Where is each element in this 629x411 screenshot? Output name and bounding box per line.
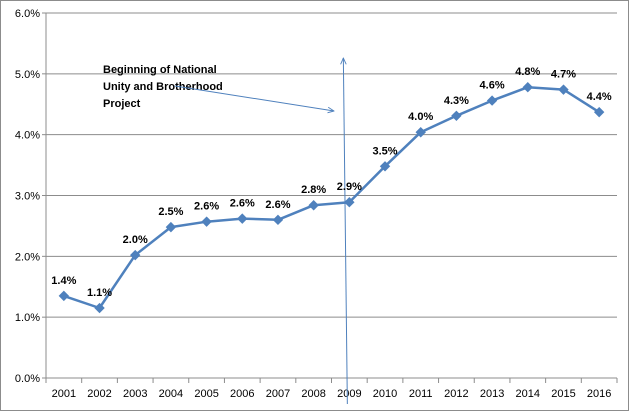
y-tick-label: 4.0%: [15, 130, 40, 142]
data-label: 2.6%: [230, 198, 255, 210]
y-tick-label: 2.0%: [15, 251, 40, 263]
annotation-pointer-arrow: [174, 85, 334, 111]
x-tick-label: 2009: [337, 388, 361, 400]
data-label: 2.6%: [265, 199, 290, 211]
x-tick-label: 2012: [444, 388, 468, 400]
x-tick-label: 2005: [194, 388, 218, 400]
annotation: Beginning of National Unity and Brotherho…: [103, 58, 348, 405]
data-label: 2.6%: [194, 201, 219, 213]
vertical-marker-arrow: [343, 58, 348, 405]
x-tick-label: 2013: [480, 388, 504, 400]
data-label: 2.5%: [158, 206, 183, 218]
annotation-text-line: Unity and Brotherhood: [103, 81, 223, 93]
x-tick-label: 2001: [52, 388, 76, 400]
x-tick-label: 2011: [409, 388, 433, 400]
data-label: 4.0%: [408, 111, 433, 123]
y-tick-label: 6.0%: [15, 8, 40, 20]
x-tick-label: 2014: [516, 388, 540, 400]
x-tick-label: 2010: [373, 388, 397, 400]
y-tick-labels: 0.0% 1.0% 2.0% 3.0% 4.0% 5.0% 6.0%: [15, 8, 40, 385]
y-tick-label: 3.0%: [15, 191, 40, 203]
data-label: 2.8%: [301, 184, 326, 196]
data-label: 4.7%: [551, 69, 576, 81]
data-label: 4.8%: [515, 66, 540, 78]
data-point: [237, 213, 248, 224]
data-point: [165, 221, 177, 233]
data-point: [486, 95, 498, 106]
x-tick-label: 2007: [266, 388, 290, 400]
series-line: [63, 85, 600, 310]
data-label: 1.1%: [87, 287, 112, 299]
x-tick-label: 2006: [230, 388, 254, 400]
y-tick-label: 5.0%: [15, 69, 40, 81]
data-point: [344, 196, 355, 208]
y-tick-label: 0.0%: [15, 373, 40, 385]
axes: [42, 12, 618, 383]
data-label: 4.3%: [444, 95, 469, 107]
data-point: [308, 200, 319, 211]
data-point: [94, 302, 105, 314]
data-label: 3.5%: [372, 145, 397, 157]
data-label: 2.0%: [123, 234, 148, 246]
data-point: [451, 110, 462, 122]
data-labels: 1.4% 1.1% 2.0% 2.5% 2.6% 2.6% 2.6% 2.8% 2.9% 3.5%…: [51, 66, 612, 299]
data-point: [130, 249, 141, 261]
gridlines: [46, 12, 617, 318]
x-tick-label: 2015: [551, 388, 575, 400]
data-label: 2.9%: [337, 181, 362, 193]
data-point: [201, 216, 212, 227]
data-point: [58, 290, 70, 302]
data-point: [272, 214, 284, 226]
data-label: 4.6%: [480, 80, 505, 92]
y-tick-label: 1.0%: [15, 312, 40, 324]
data-point: [593, 106, 605, 118]
data-point: [415, 127, 426, 138]
annotation-text-line: Beginning of National: [103, 64, 217, 76]
annotation-text-line: Project: [103, 98, 141, 110]
x-tick-label: 2003: [123, 388, 147, 400]
data-point: [379, 161, 391, 172]
x-tick-label: 2002: [87, 388, 111, 400]
data-label: 1.4%: [51, 275, 76, 287]
data-point: [522, 82, 533, 93]
series: [58, 82, 605, 314]
data-point: [558, 84, 569, 95]
x-tick-label: 2008: [301, 388, 325, 400]
x-tick-labels: 2001 2002 2003 2004 2005 2006 2007 2008 2009 2010…: [52, 388, 612, 400]
x-tick-label: 2004: [159, 388, 183, 400]
data-label: 4.4%: [587, 91, 612, 103]
x-tick-label: 2016: [587, 388, 611, 400]
